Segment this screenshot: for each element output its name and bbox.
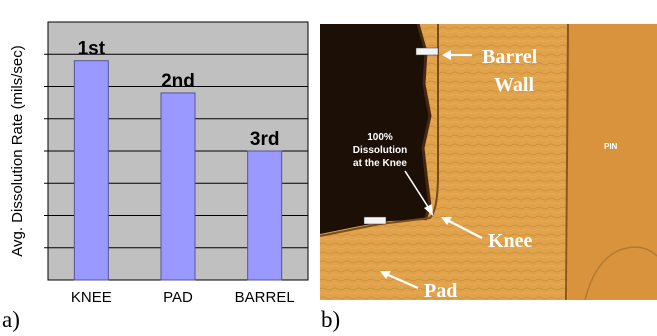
measurement-box-top xyxy=(415,47,439,56)
dissolution-arrow xyxy=(404,170,431,211)
barrel-wall-label-line1: Barrel xyxy=(482,46,538,68)
micrograph-image: Barrel Wall PIN 100% Dissolution at the … xyxy=(320,24,657,300)
barrel-wall-arrowhead xyxy=(442,50,451,60)
dissolution-arrowhead xyxy=(424,204,433,216)
x-tick-labels: KNEE PAD BARREL xyxy=(71,289,295,306)
knee-arrow xyxy=(446,219,483,239)
x-tick-label-pad: PAD xyxy=(163,289,193,306)
pin-corner-contour xyxy=(584,246,657,300)
knee-label: Knee xyxy=(488,230,533,252)
dissolution-label-line1: 100% xyxy=(367,132,393,143)
bar-data-labels: 1st 2nd 3rd xyxy=(78,39,280,150)
dark-void-region xyxy=(320,24,430,234)
dissolution-rate-bar-chart: 1st 2nd 3rd KNEE PAD BARREL Avg. Dissolution… xyxy=(9,21,309,306)
bar-barrel xyxy=(247,150,283,281)
pad-arrow xyxy=(385,272,419,290)
pad-arrowhead xyxy=(380,271,391,279)
barrel-wall-label-line2: Wall xyxy=(494,74,534,96)
bar-knee xyxy=(73,60,109,281)
bar-data-label-knee: 1st xyxy=(78,39,106,60)
knee-arrowhead xyxy=(441,217,452,225)
bar-data-label-barrel: 3rd xyxy=(250,129,280,150)
panel-b-caption: b) xyxy=(321,307,341,332)
bars xyxy=(73,60,283,281)
dissolution-label-line2: Dissolution xyxy=(353,145,407,156)
x-tick-label-knee: KNEE xyxy=(71,289,112,306)
pin-boundary xyxy=(565,24,569,300)
bar-data-label-pad: 2nd xyxy=(161,71,195,92)
barrel-wall-plating xyxy=(320,24,439,237)
panel-a-caption: a) xyxy=(2,307,20,332)
dissolution-label-line3: at the Knee xyxy=(353,158,407,169)
pin-region xyxy=(568,24,657,300)
void-rough-edge xyxy=(416,24,432,221)
pin-label: PIN xyxy=(604,142,618,151)
measurement-box-bottom xyxy=(363,216,387,225)
y-axis-label: Avg. Dissolution Rate (mils/sec) xyxy=(9,45,26,256)
pad-label: Pad xyxy=(424,280,457,300)
bar-pad xyxy=(160,92,196,281)
x-tick-label-barrel: BARREL xyxy=(235,289,295,306)
